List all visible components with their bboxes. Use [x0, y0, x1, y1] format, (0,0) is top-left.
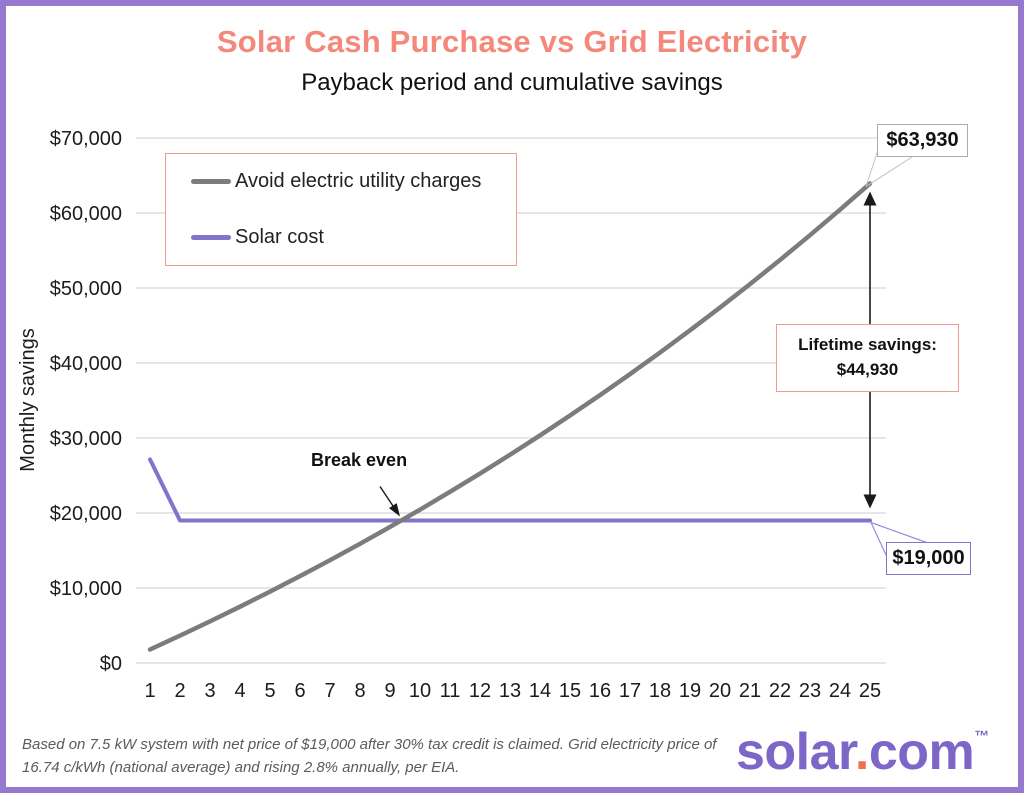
- assumptions-note: Based on 7.5 kW system with net price of…: [22, 736, 717, 777]
- svg-text:$40,000: $40,000: [50, 353, 122, 375]
- svg-text:18: 18: [649, 680, 671, 702]
- legend: Avoid electric utility charges Solar cos…: [165, 153, 517, 266]
- svg-text:$60,000: $60,000: [50, 203, 122, 225]
- svg-text:7: 7: [324, 680, 335, 702]
- logo-trademark: ™: [974, 728, 990, 745]
- solar-series-swatch: [191, 234, 231, 240]
- grid-series-swatch: [191, 179, 231, 185]
- legend-label-grid: Avoid electric utility charges: [235, 170, 482, 193]
- svg-text:$70,000: $70,000: [50, 128, 122, 150]
- lifetime-savings-amount: $44,930: [836, 360, 899, 379]
- svg-text:8: 8: [354, 680, 365, 702]
- grid-end-value-callout: $63,930: [877, 124, 968, 157]
- svg-text:$0: $0: [100, 653, 122, 675]
- svg-text:$50,000: $50,000: [50, 278, 122, 300]
- svg-text:15: 15: [559, 680, 581, 702]
- logo-word-com: com: [868, 723, 975, 781]
- svg-text:$30,000: $30,000: [50, 428, 122, 450]
- svg-text:6: 6: [294, 680, 305, 702]
- svg-text:Monthly savings: Monthly savings: [17, 328, 39, 471]
- chart-subtitle: Payback period and cumulative savings: [301, 69, 723, 96]
- solar-end-value-callout: $19,000: [886, 542, 971, 575]
- svg-text:4: 4: [234, 680, 245, 702]
- svg-text:23: 23: [799, 680, 821, 702]
- legend-item-grid: Avoid electric utility charges: [191, 170, 516, 193]
- svg-text:12: 12: [469, 680, 491, 702]
- svg-text:3: 3: [204, 680, 215, 702]
- break-even-label: Break even: [311, 450, 408, 470]
- svg-text:13: 13: [499, 680, 521, 702]
- svg-text:17: 17: [619, 680, 641, 702]
- svg-text:22: 22: [769, 680, 791, 702]
- svg-text:$10,000: $10,000: [50, 578, 122, 600]
- lifetime-savings-label: Lifetime savings:: [798, 335, 937, 355]
- svg-text:24: 24: [829, 680, 851, 702]
- svg-text:16: 16: [589, 680, 611, 702]
- svg-text:1: 1: [144, 680, 155, 702]
- legend-item-solar: Solar cost: [191, 226, 516, 249]
- svg-text:21: 21: [739, 680, 761, 702]
- svg-text:20: 20: [709, 680, 731, 702]
- svg-text:11: 11: [440, 680, 461, 702]
- solar-com-logo: solar.com™: [736, 722, 1012, 782]
- svg-text:2: 2: [174, 680, 185, 702]
- svg-text:14: 14: [529, 680, 551, 702]
- svg-text:19: 19: [679, 680, 701, 702]
- svg-text:10: 10: [409, 680, 431, 702]
- lifetime-savings-callout: Lifetime savings: $44,930: [776, 324, 959, 392]
- logo-dot: .: [854, 723, 869, 781]
- svg-text:9: 9: [384, 680, 395, 702]
- legend-label-solar: Solar cost: [235, 225, 324, 248]
- chart-title: Solar Cash Purchase vs Grid Electricity: [216, 24, 808, 59]
- logo-word-solar: solar: [736, 723, 855, 781]
- svg-text:25: 25: [859, 680, 881, 702]
- svg-text:5: 5: [264, 680, 275, 702]
- svg-text:$20,000: $20,000: [50, 503, 122, 525]
